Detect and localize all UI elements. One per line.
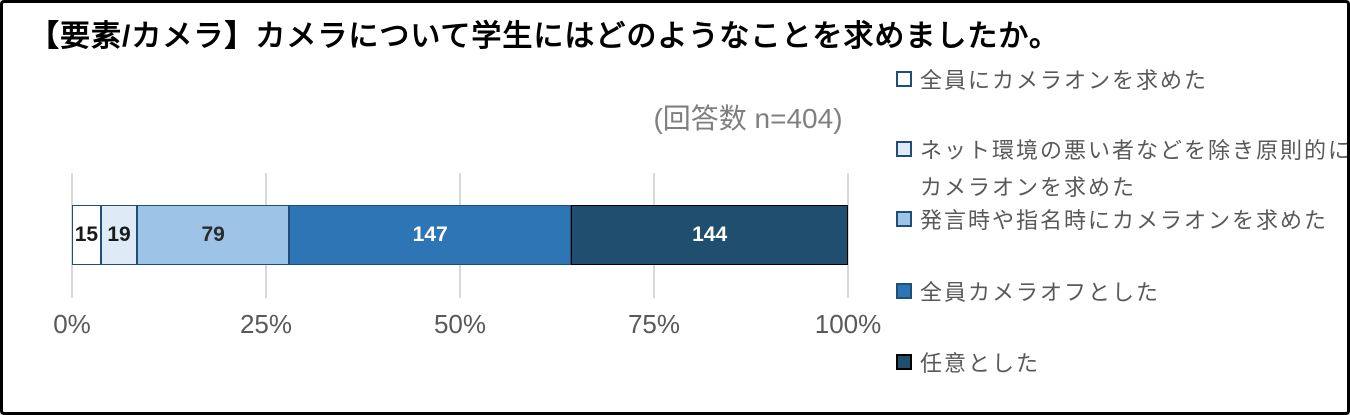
x-axis-tick-label: 100%: [814, 309, 882, 339]
bar-segment: 19: [100, 205, 138, 265]
legend-item-label: 全員にカメラオンを求めた: [920, 68, 1209, 93]
legend-item: ネット環境の悪い者などを除き原則的にカメラオンを求めた: [896, 133, 1350, 207]
x-axis-tick-label: 25%: [239, 309, 293, 339]
legend-item: 発言時や指名時にカメラオンを求めた: [896, 203, 1347, 240]
legend-swatch-icon: [896, 283, 912, 299]
x-axis-tick-label: 75%: [627, 309, 681, 339]
legend-swatch-icon: [896, 354, 912, 370]
x-axis-tick-label: 50%: [433, 309, 487, 339]
bar-segment: 147: [289, 205, 572, 265]
bar-segment: 15: [72, 205, 101, 265]
legend-item-label: ネット環境の悪い者などを除き原則的にカメラオンを求めた: [920, 138, 1350, 200]
legend-item: 全員にカメラオンを求めた: [896, 63, 1347, 100]
stacked-bar: 15 19 79 147 144: [72, 205, 848, 265]
x-axis-tick-label: 0%: [53, 309, 91, 339]
legend-item-label: 発言時や指名時にカメラオンを求めた: [920, 208, 1329, 233]
legend-swatch-icon: [896, 141, 912, 157]
bar-segment: 144: [571, 205, 848, 265]
legend-item: 全員カメラオフとした: [896, 275, 1347, 312]
chart-title: 【要素/カメラ】カメラについて学生にはどのようなことを求めましたか。: [29, 20, 1060, 53]
respondents-count-note: (回答数 n=404): [653, 103, 843, 134]
legend-item-label: 任意とした: [920, 351, 1041, 376]
gridline: [847, 173, 849, 298]
legend-item: 任意とした: [896, 346, 1347, 383]
legend-item-label: 全員カメラオフとした: [920, 280, 1161, 305]
legend-swatch-icon: [896, 211, 912, 227]
bar-segment: 79: [137, 205, 290, 265]
legend-swatch-icon: [896, 71, 912, 87]
